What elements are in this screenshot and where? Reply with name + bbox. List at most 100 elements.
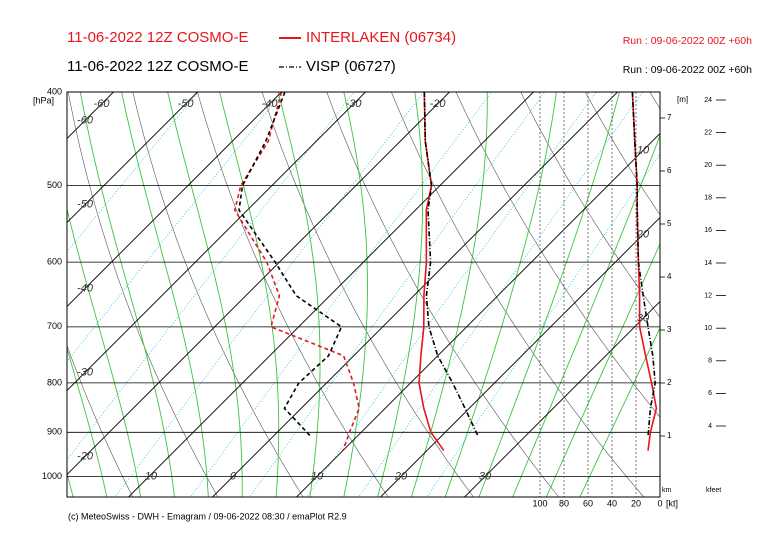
isotherm-label: 20 [636,228,650,240]
dry-adiabat [0,81,49,501]
isotherm-label: 30 [637,312,650,324]
isotherm-label: 10 [637,144,650,156]
wind-speed-line [631,92,657,437]
moist-adiabat [377,92,424,497]
temperature-line [418,92,445,452]
moist-adiabat [277,92,321,497]
kfeet-tick-label: 16 [704,227,712,234]
isotherm [67,92,283,308]
y-tick-label: 700 [47,321,62,331]
moist-adiabat [67,472,74,497]
kfeet-axis-label: kfeet [706,487,721,494]
x-tick-label: 20 [394,470,408,482]
x-tick-label: 10 [311,470,324,482]
y-axis-label: [hPa] [33,95,54,105]
moist-adiabat [410,92,488,497]
y-tick-label: 1000 [42,471,62,481]
dry-adiabat [455,92,660,418]
moist-adiabat [545,242,660,497]
moist-adiabat [167,92,243,497]
model-label: 11-06-2022 12Z COSMO-E [67,58,248,75]
kfeet-tick-label: 18 [704,195,712,202]
x-tick-label: 0 [230,470,237,482]
wind-tick-label: 60 [583,498,593,508]
moist-adiabat [444,92,557,497]
isotherm-label: -50 [77,198,94,210]
moist-adiabat [478,92,620,497]
isotherm-label: -20 [77,450,94,462]
dry-adiabat [649,92,660,110]
dry-adiabat [326,92,560,497]
moist-adiabat [219,92,280,497]
dry-adiabat [67,344,134,497]
wind-speed-line [631,92,658,451]
kfeet-tick-label: 24 [704,97,712,104]
dry-adiabat [520,92,660,318]
kfeet-tick-label: 8 [708,358,712,365]
y-tick-label: 900 [47,427,62,437]
kfeet-tick-label: 14 [704,260,712,267]
wind-tick-label: 100 [532,498,547,508]
kfeet-tick-label: 4 [708,423,712,430]
wind-axis-label: [kt] [666,498,678,508]
moist-adiabat [79,92,175,497]
isotherm-label: -30 [77,366,94,378]
y-tick-label: 400 [47,86,62,96]
isotherm [127,92,535,497]
footer: (c) MeteoSwiss - DWH - Emagram / 09-06-2… [68,511,347,521]
legend-label: VISP (06727) [306,58,396,75]
dry-adiabat [708,81,766,501]
dry-adiabat [197,92,389,497]
km-tick-label: 3 [667,325,672,334]
dry-adiabat [584,92,660,216]
kfeet-tick-label: 6 [708,390,712,397]
isotherm-label: -20 [430,98,447,110]
kfeet-tick-label: 22 [704,129,712,136]
isotherm [67,92,451,476]
isotherm-label: -50 [178,98,195,110]
wind-tick-label: 20 [631,498,641,508]
mixing-ratio [67,92,199,253]
dry-adiabat [261,92,474,497]
km-tick-label: 7 [667,113,672,122]
wind-tick-label: 0 [657,498,662,508]
isotherm-label: -30 [346,98,363,110]
x-tick-label: -10 [141,470,158,482]
run-label: Run : 09-06-2022 00Z +60h [623,35,752,47]
kfeet-tick-label: 12 [704,292,712,299]
wind-tick-label: 80 [559,498,569,508]
moist-adiabat [67,347,108,497]
moist-adiabat [0,81,7,501]
mixing-ratio [249,92,546,497]
mixing-ratio [189,92,493,497]
y-tick-label: 800 [47,377,62,387]
isotherm [211,92,619,497]
moist-adiabat [121,92,209,497]
isotherm [295,132,660,497]
dry-adiabat [132,92,304,497]
moist-adiabat [512,134,660,497]
isotherm [463,300,660,497]
x-tick-label: 30 [479,470,492,482]
mixing-ratio [358,92,644,497]
isotherm-label: -40 [262,98,279,110]
moist-adiabat [343,92,368,497]
kfeet-tick-label: 10 [704,325,712,332]
km-tick-label: 6 [667,166,672,175]
moist-adiabat [579,327,660,497]
km-axis-label: km [662,487,672,494]
dewpoint-line [238,92,343,438]
kfeet-tick-label: 20 [704,162,712,169]
moist-adiabat [0,81,41,501]
legend-label: INTERLAKEN (06734) [306,29,456,46]
dewpoint-line [233,92,361,451]
m-axis-label: [m] [677,95,688,104]
dry-adiabat [391,92,645,497]
km-tick-label: 2 [667,378,672,387]
isotherm [67,92,115,140]
km-tick-label: 5 [667,219,672,228]
isotherm-label: -60 [77,114,94,126]
profiles [233,92,658,452]
moist-adiabat [67,207,142,497]
